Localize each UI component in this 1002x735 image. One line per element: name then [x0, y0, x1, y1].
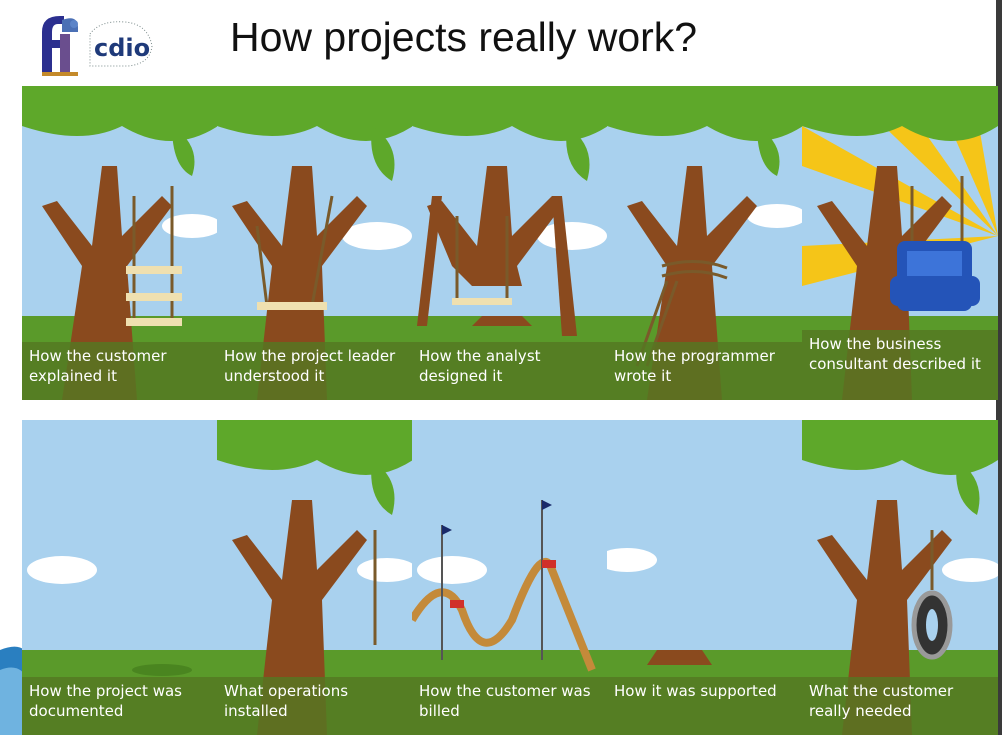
- page-title: How projects really work?: [230, 14, 698, 60]
- panel-customer-needed: What the customer really needed: [802, 420, 998, 735]
- panel-leader-understood: How the project leader understood it: [217, 86, 413, 400]
- fit-cdio-logo: cdio: [30, 10, 170, 80]
- panel-operations-installed: What operations installed: [217, 420, 413, 735]
- panel-caption: How the project was documented: [22, 677, 218, 735]
- panel-caption: What operations installed: [217, 677, 413, 735]
- panel-caption: How it was supported: [607, 677, 803, 735]
- panel-customer-explained: How the customer explained it: [22, 86, 218, 400]
- panel-analyst-designed: How the analyst designed it: [412, 86, 608, 400]
- panel-caption: How the analyst designed it: [412, 342, 608, 400]
- panel-caption: How the project leader understood it: [217, 342, 413, 400]
- panel-caption: What the customer really needed: [802, 677, 998, 735]
- panel-supported: How it was supported: [607, 420, 803, 735]
- panel-customer-billed: How the customer was billed: [412, 420, 608, 735]
- logo-text: cdio: [94, 34, 150, 62]
- panel-caption: How the business consultant described it: [802, 330, 998, 400]
- panel-caption: How the customer explained it: [22, 342, 218, 400]
- panel-programmer-wrote: How the programmer wrote it: [607, 86, 803, 400]
- panel-consultant-described: How the business consultant described it: [802, 86, 998, 400]
- panel-caption: How the customer was billed: [412, 677, 608, 735]
- panel-caption: How the programmer wrote it: [607, 342, 803, 400]
- panel-project-documented: How the project was documented: [22, 420, 218, 735]
- right-edge-bar: [996, 0, 1002, 735]
